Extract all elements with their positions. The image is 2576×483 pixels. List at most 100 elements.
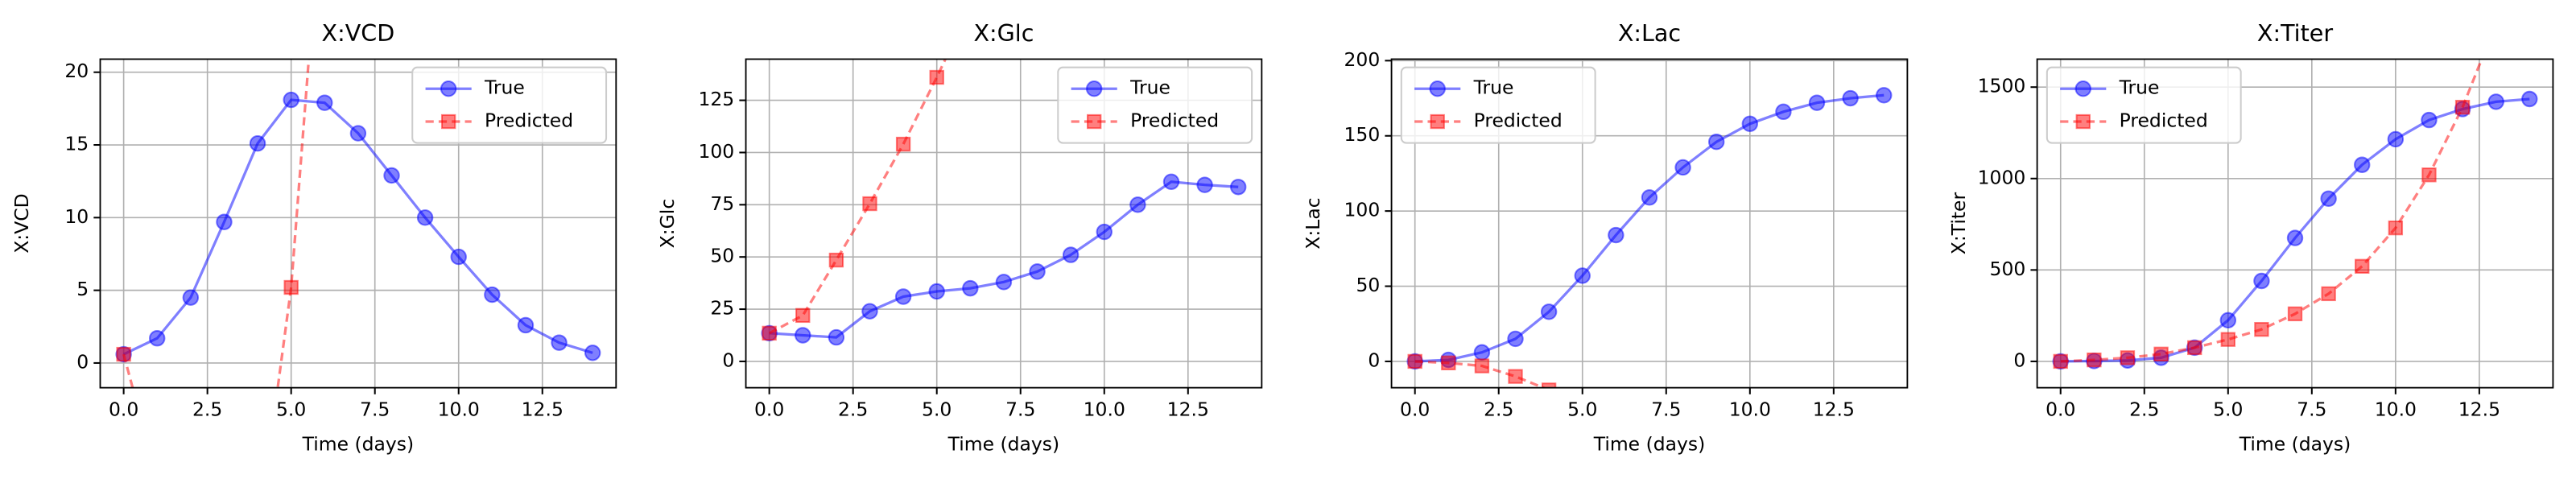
x-tick-label: 5.0 bbox=[1567, 398, 1597, 421]
marker bbox=[962, 279, 979, 297]
y-tick-label: 0 bbox=[2013, 349, 2025, 371]
marker bbox=[2521, 90, 2538, 108]
subplot: X:Titer 0.0 2.5 5.0 7.5 10.0 12.5 0 500 1000 1500 T… bbox=[1947, 17, 2554, 456]
axes-frame bbox=[745, 58, 1263, 389]
marker bbox=[216, 213, 233, 230]
marker bbox=[828, 252, 844, 268]
x-axis-label: Time (days) bbox=[2239, 433, 2351, 456]
marker bbox=[762, 325, 777, 341]
x-tick-label: 0.0 bbox=[754, 398, 784, 421]
marker bbox=[2354, 156, 2371, 173]
marker bbox=[2490, 17, 2503, 30]
marker bbox=[182, 289, 200, 306]
axes-frame bbox=[1390, 58, 1909, 389]
x-tick-label: 12.5 bbox=[1167, 398, 1209, 421]
marker bbox=[1741, 115, 1759, 132]
legend-marker bbox=[1085, 80, 1103, 97]
marker bbox=[1574, 267, 1591, 284]
marker bbox=[383, 167, 400, 184]
x-tick-label: 5.0 bbox=[2213, 398, 2243, 421]
x-tick-label: 7.5 bbox=[1651, 398, 1681, 421]
x-tick-label: 2.5 bbox=[2129, 398, 2159, 421]
x-tick-label: 2.5 bbox=[838, 398, 868, 421]
marker bbox=[2487, 93, 2504, 110]
legend: True Predicted bbox=[2046, 66, 2242, 144]
x-tick-label: 10.0 bbox=[1084, 398, 1125, 421]
x-tick-label: 5.0 bbox=[276, 398, 306, 421]
subplot: X:VCD 0.0 2.5 5.0 7.5 10.0 12.5 0 5 10 15 20 Time (d… bbox=[10, 19, 617, 483]
legend-label: True bbox=[1473, 76, 1514, 99]
marker bbox=[1473, 344, 1491, 361]
marker bbox=[828, 328, 845, 346]
x-tick-label: 2.5 bbox=[1484, 398, 1513, 421]
marker bbox=[2254, 321, 2269, 337]
legend-box bbox=[1057, 66, 1253, 144]
x-axis-label: Time (days) bbox=[1593, 433, 1706, 456]
marker bbox=[149, 330, 166, 347]
plot-area bbox=[115, 59, 601, 483]
axes-frame bbox=[99, 58, 617, 389]
marker bbox=[1407, 353, 1422, 369]
marker bbox=[249, 135, 266, 152]
marker bbox=[349, 125, 367, 142]
legend: True Predicted bbox=[1057, 66, 1253, 144]
y-tick-label: 1500 bbox=[1978, 75, 2026, 97]
x-tick-label: 7.5 bbox=[360, 398, 390, 421]
legend-marker bbox=[440, 114, 456, 130]
marker bbox=[1441, 355, 1456, 370]
marker bbox=[1808, 94, 1826, 111]
x-tick-label: 12.5 bbox=[2458, 398, 2500, 421]
marker bbox=[2286, 229, 2304, 246]
legend-box bbox=[2046, 66, 2242, 144]
marker bbox=[151, 473, 163, 483]
marker bbox=[861, 303, 878, 320]
y-tick-label: 5 bbox=[76, 278, 89, 300]
marker bbox=[2219, 312, 2237, 329]
subplot: X:Lac 0.0 2.5 5.0 7.5 10.0 12.5 0 50 100 150 200 Tim… bbox=[1302, 19, 1909, 456]
legend-marker bbox=[1087, 114, 1102, 130]
subplot: X:Glc 0.0 2.5 5.0 7.5 10.0 12.5 0 25 50 75 100 125 Ti… bbox=[656, 0, 1263, 456]
marker bbox=[2220, 332, 2235, 347]
legend-marker bbox=[1430, 114, 1445, 130]
legend-marker bbox=[1429, 80, 1446, 97]
x-tick-label: 7.5 bbox=[1005, 398, 1035, 421]
marker bbox=[894, 288, 912, 305]
legend-label: True bbox=[2119, 76, 2160, 99]
y-tick-label: 100 bbox=[1344, 199, 1381, 221]
chart-title: X:VCD bbox=[322, 19, 395, 47]
marker bbox=[795, 327, 811, 344]
x-tick-label: 10.0 bbox=[1729, 398, 1771, 421]
marker bbox=[2421, 111, 2438, 129]
marker bbox=[1540, 303, 1558, 320]
y-tick-label: 200 bbox=[1344, 48, 1381, 71]
y-tick-label: 50 bbox=[1356, 274, 1380, 296]
axes-frame bbox=[2036, 58, 2554, 389]
plot-area bbox=[761, 0, 1247, 346]
legend-label: True bbox=[1129, 76, 1170, 99]
y-tick-label: 25 bbox=[710, 297, 734, 320]
legend-box bbox=[1400, 66, 1596, 144]
legend-label: Predicted bbox=[1474, 109, 1563, 132]
marker bbox=[964, 0, 976, 13]
legend: True Predicted bbox=[411, 66, 608, 144]
x-axis-label: Time (days) bbox=[947, 433, 1060, 456]
marker bbox=[1096, 223, 1113, 241]
marker bbox=[1230, 179, 1247, 196]
marker bbox=[1162, 173, 1180, 190]
marker bbox=[929, 69, 944, 85]
marker bbox=[1674, 159, 1691, 176]
marker bbox=[2287, 306, 2303, 322]
marker bbox=[2187, 340, 2202, 356]
y-tick-label: 125 bbox=[698, 88, 734, 110]
x-axis-label: Time (days) bbox=[302, 433, 415, 456]
legend-label: True bbox=[484, 76, 525, 99]
marker bbox=[283, 279, 299, 295]
marker bbox=[484, 286, 501, 303]
y-tick-label: 15 bbox=[64, 133, 89, 155]
marker bbox=[2387, 130, 2405, 148]
marker bbox=[1507, 330, 1524, 348]
chart-title: X:Titer bbox=[2257, 19, 2333, 47]
marker bbox=[2454, 100, 2471, 115]
marker bbox=[2153, 346, 2169, 362]
